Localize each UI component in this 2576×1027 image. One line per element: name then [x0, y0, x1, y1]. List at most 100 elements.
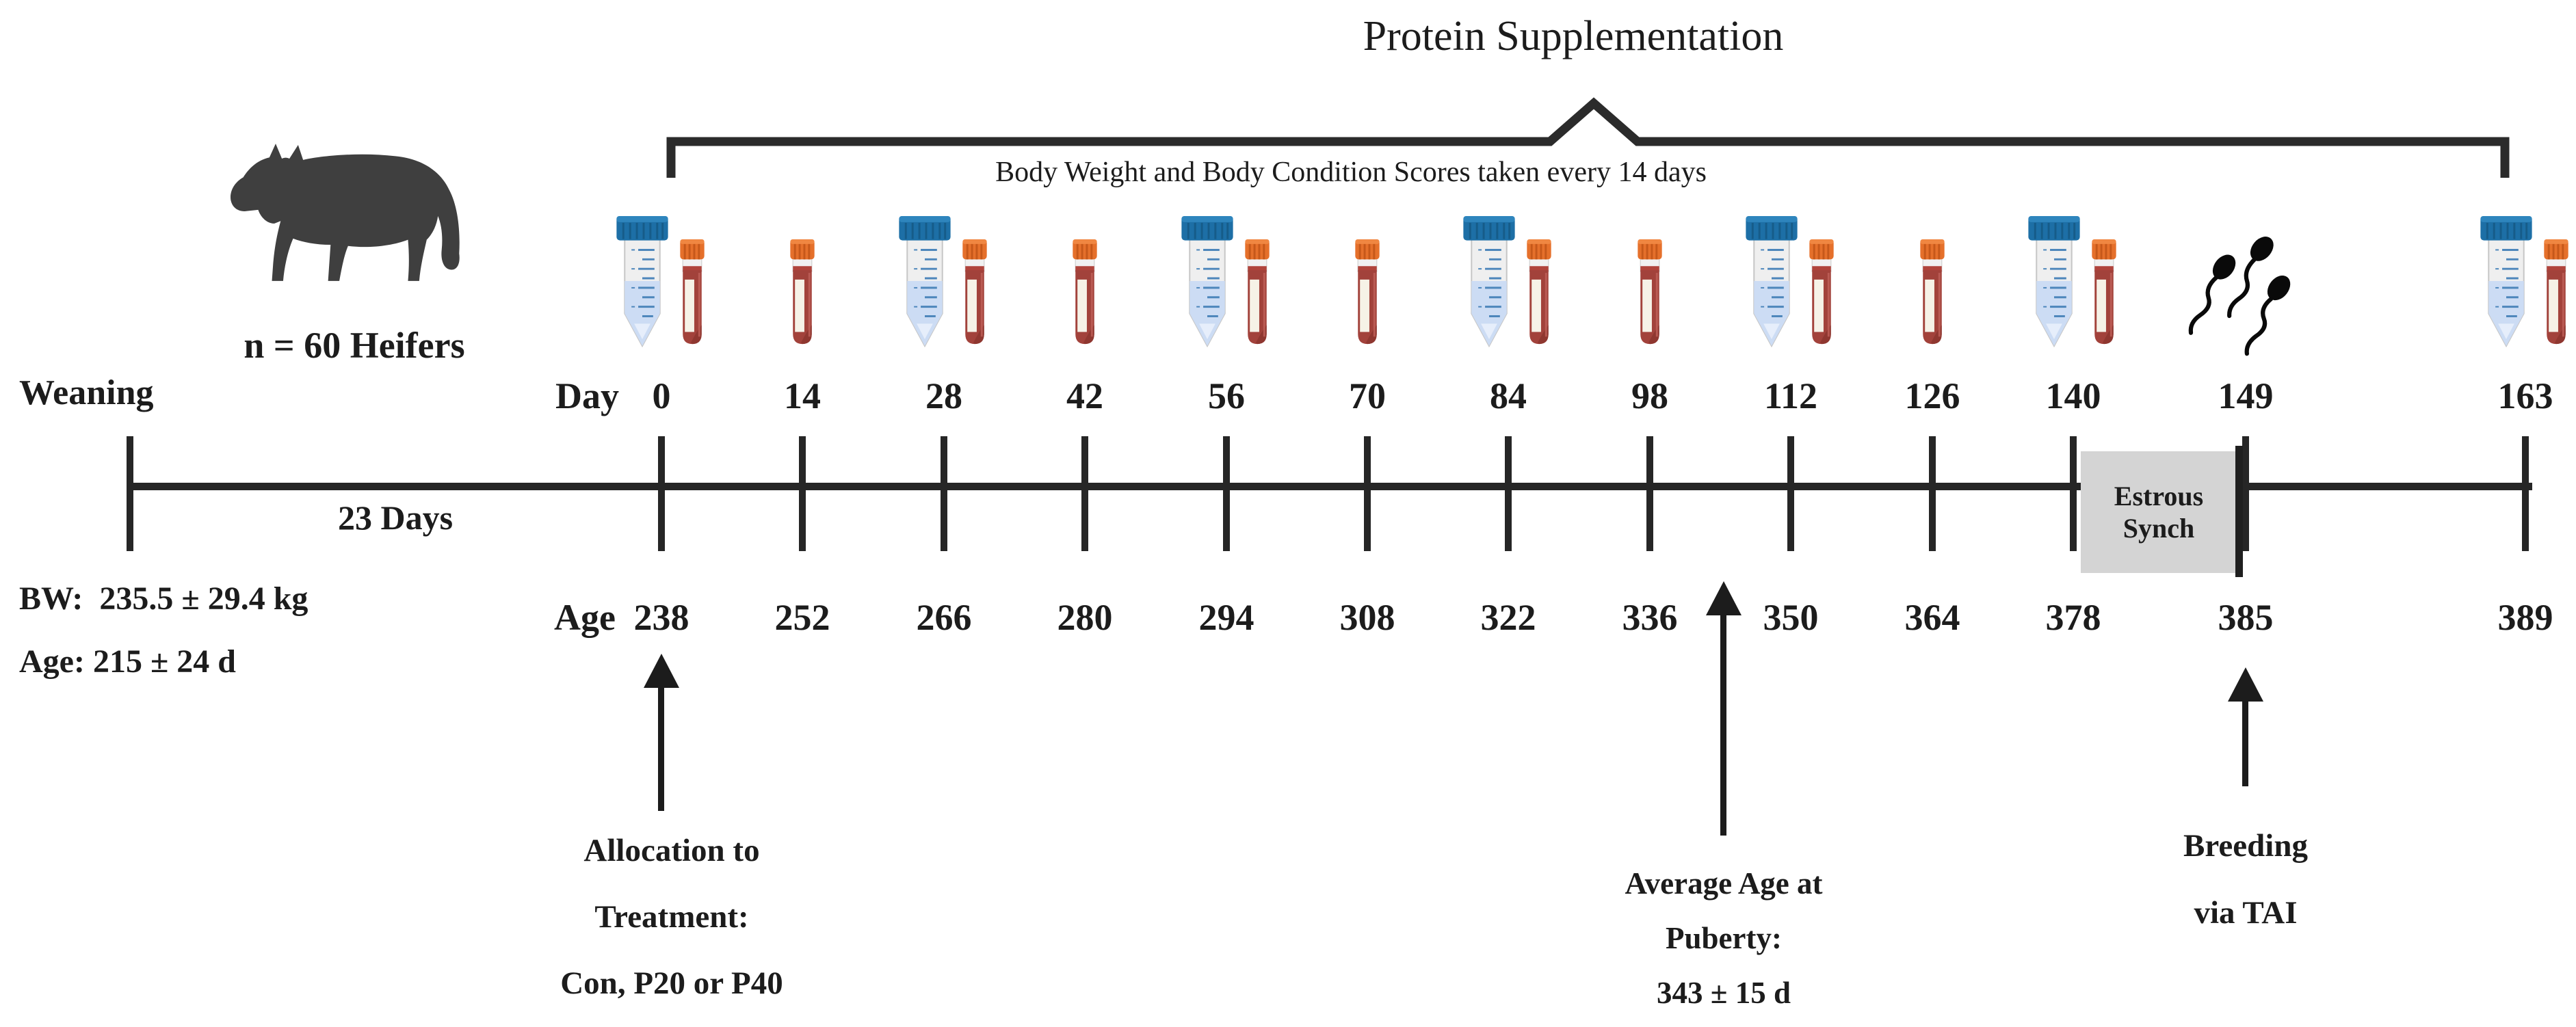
sperm-icon [2188, 237, 2291, 356]
falcon-tube-icon [2480, 215, 2532, 348]
estrous-synch-line2: Synch [2122, 513, 2195, 544]
allocation-arrow-icon [644, 654, 679, 688]
breeding-arrow-shaft [2242, 699, 2248, 786]
breeding-arrow-icon [2228, 667, 2263, 702]
blood-tube-icon [1809, 239, 1834, 345]
estrous-synch-line1: Estrous [2114, 480, 2204, 511]
day-axis-prefix: Day [555, 375, 619, 416]
falcon-tube-icon [1463, 215, 1515, 348]
timeline-tick-day-84 [1505, 436, 1512, 551]
weaning-bodyweight-stat: BW: 235.5 ± 29.4 kg [19, 581, 308, 617]
sampling-marker-day-149 [2181, 220, 2311, 357]
day-label-140: 140 [2045, 375, 2101, 416]
blood-tube-icon [1527, 239, 1551, 345]
age-label-350: 350 [1763, 597, 1819, 638]
timeline-tick-day-0 [658, 436, 665, 551]
age-label-308: 308 [1339, 597, 1395, 638]
allocation-line3: Con, P20 or P40 [560, 965, 783, 1001]
protein-supplementation-brace [666, 97, 2510, 178]
puberty-line2: Puberty: [1666, 921, 1782, 955]
age-label-336: 336 [1622, 597, 1678, 638]
day-label-42: 42 [1066, 375, 1103, 416]
puberty-line1: Average Age at [1625, 866, 1823, 901]
puberty-arrow-icon [1706, 581, 1742, 615]
falcon-tube-icon [1181, 215, 1233, 348]
cow-silhouette-icon [231, 144, 460, 281]
sampling-marker-day-28 [897, 213, 991, 349]
timeline-tick-weaning [127, 436, 133, 551]
breeding-line2: via TAI [2194, 895, 2298, 931]
blood-tube-icon [962, 239, 987, 345]
puberty-arrow-shaft [1720, 613, 1726, 836]
breeding-annotation: Breeding via TAI [2183, 812, 2308, 946]
sampling-marker-day-14 [786, 238, 819, 349]
blood-tube-icon [1638, 239, 1662, 345]
falcon-tube-icon [899, 215, 951, 348]
weaning-age-stat: Age: 215 ± 24 d [19, 643, 236, 680]
allocation-line2: Treatment: [594, 899, 749, 935]
age-label-322: 322 [1480, 597, 1536, 638]
sampling-marker-day-56 [1180, 213, 1274, 349]
day-label-70: 70 [1349, 375, 1386, 416]
estrous-synch-box: Estrous Synch [2081, 451, 2237, 573]
allocation-annotation: Allocation to Treatment: Con, P20 or P40 [560, 818, 783, 1017]
blood-tube-icon [790, 239, 815, 345]
blood-tube-icon [2092, 239, 2116, 345]
estrous-synch-end-tick [2235, 446, 2243, 577]
day-label-112: 112 [1763, 375, 1818, 416]
sampling-marker-day-98 [1633, 238, 1666, 349]
bw-bcs-subtitle: Body Weight and Body Condition Scores ta… [995, 157, 1707, 188]
day-label-84: 84 [1490, 375, 1527, 416]
sampling-marker-day-84 [1462, 213, 1555, 349]
sampling-marker-day-126 [1916, 238, 1949, 349]
timeline-tick-day-126 [1929, 436, 1936, 551]
day-label-28: 28 [925, 375, 962, 416]
sampling-marker-day-0 [615, 213, 709, 349]
day-label-56: 56 [1208, 375, 1245, 416]
falcon-tube-icon [1746, 215, 1798, 348]
sampling-marker-day-112 [1744, 213, 1838, 349]
herd-size-label: n = 60 Heifers [244, 325, 465, 366]
puberty-annotation: Average Age at Puberty: 343 ± 15 d [1625, 856, 1822, 1020]
sampling-marker-day-140 [2027, 213, 2120, 349]
age-label-294: 294 [1198, 597, 1254, 638]
day-label-0: 0 [652, 375, 671, 416]
age-label-252: 252 [774, 597, 830, 638]
timeline-tick-day-112 [1787, 436, 1794, 551]
blood-tube-icon [1073, 239, 1097, 345]
blood-tube-icon [1920, 239, 1945, 345]
sampling-marker-day-163 [2479, 213, 2573, 349]
blood-tube-icon [1355, 239, 1380, 345]
age-label-385: 385 [2218, 597, 2274, 638]
day-label-98: 98 [1631, 375, 1668, 416]
day-label-126: 126 [1904, 375, 1960, 416]
day-label-14: 14 [784, 375, 821, 416]
blood-tube-icon [2544, 239, 2568, 345]
falcon-tube-icon [616, 215, 668, 348]
weaning-label: Weaning [19, 373, 154, 412]
figure-title: Protein Supplementation [1363, 13, 1784, 59]
sampling-marker-day-70 [1351, 238, 1384, 349]
blood-tube-icon [1245, 239, 1270, 345]
day-label-149: 149 [2218, 375, 2274, 416]
age-label-266: 266 [916, 597, 972, 638]
timeline-tick-day-140 [2070, 436, 2077, 551]
day-label-163: 163 [2497, 375, 2553, 416]
age-label-280: 280 [1057, 597, 1113, 638]
age-label-364: 364 [1904, 597, 1960, 638]
timeline-tick-day-42 [1081, 436, 1088, 551]
timeline-tick-day-14 [799, 436, 806, 551]
age-label-238: 238 [633, 597, 689, 638]
timeline-tick-day-56 [1223, 436, 1230, 551]
falcon-tube-icon [2028, 215, 2080, 348]
age-label-378: 378 [2045, 597, 2101, 638]
timeline-tick-day-149 [2242, 436, 2249, 551]
blood-tube-icon [680, 239, 705, 345]
timeline-tick-day-28 [941, 436, 947, 551]
timeline-axis [127, 483, 2532, 490]
age-label-389: 389 [2497, 597, 2553, 638]
age-axis-prefix: Age [554, 597, 616, 638]
timeline-tick-day-163 [2522, 436, 2529, 551]
sampling-marker-day-42 [1068, 238, 1101, 349]
